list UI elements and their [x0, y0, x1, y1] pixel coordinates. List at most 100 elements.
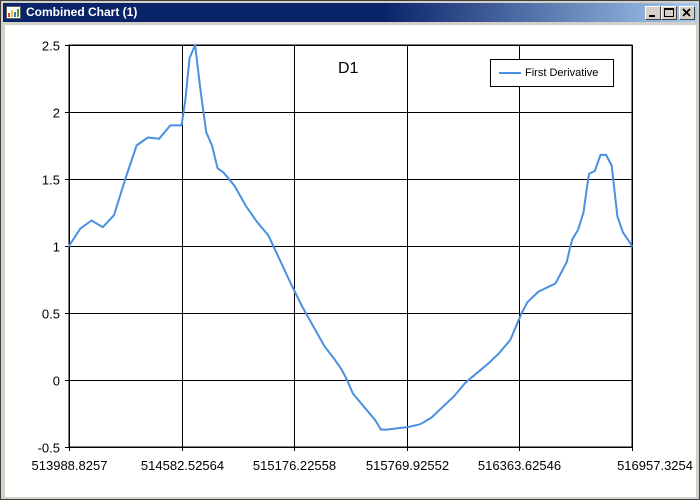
- data-point: [279, 258, 281, 260]
- data-point: [113, 214, 115, 216]
- close-icon: [682, 8, 691, 17]
- x-tick-label: 513988.8257: [32, 458, 108, 473]
- data-point: [194, 44, 196, 46]
- data-point: [588, 173, 590, 175]
- data-point: [487, 363, 489, 365]
- legend: First Derivative: [490, 59, 614, 87]
- legend-label: First Derivative: [525, 67, 599, 79]
- data-point: [532, 296, 534, 298]
- series-line-first-derivative: [68, 44, 633, 431]
- y-tick-label: 1.5: [42, 173, 60, 188]
- data-point: [346, 379, 348, 381]
- data-point: [464, 382, 466, 384]
- data-point: [453, 395, 455, 397]
- data-point: [380, 429, 382, 431]
- data-point: [431, 417, 433, 419]
- minimize-icon: [649, 15, 655, 17]
- y-tick-label: 1: [53, 240, 60, 255]
- maximize-icon: [664, 8, 674, 17]
- data-point: [476, 372, 478, 374]
- data-point: [549, 285, 551, 287]
- data-point: [267, 234, 269, 236]
- data-point: [386, 429, 388, 431]
- title-bar[interactable]: Combined Chart (1): [3, 3, 697, 22]
- data-point: [200, 91, 202, 93]
- x-tick-label: 514582.52564: [141, 458, 224, 473]
- data-point: [79, 228, 81, 230]
- data-point: [211, 145, 213, 147]
- data-point: [217, 167, 219, 169]
- chart-area: 2.5 2 1.5 1 0.5 0 -0.5 513988.8257 514582.52564 5…: [5, 25, 696, 497]
- data-point: [397, 427, 399, 429]
- data-point: [543, 288, 545, 290]
- data-point: [147, 137, 149, 139]
- data-point: [631, 245, 633, 247]
- data-point: [189, 57, 191, 59]
- legend-swatch: [499, 72, 521, 74]
- maximize-button[interactable]: [661, 6, 677, 20]
- data-point: [234, 185, 236, 187]
- data-point: [256, 221, 258, 223]
- data-point: [521, 312, 523, 314]
- y-tick-label: 2.5: [42, 39, 60, 54]
- data-point: [352, 392, 354, 394]
- data-point: [222, 171, 224, 173]
- line-chart: 2.5 2 1.5 1 0.5 0 -0.5 513988.8257 514582.52564 5…: [32, 39, 693, 474]
- data-point: [571, 238, 573, 240]
- y-tick-label: 2: [53, 106, 60, 121]
- data-point: [245, 205, 247, 207]
- data-point: [560, 272, 562, 274]
- x-tick-label: 515176.22558: [253, 458, 336, 473]
- data-point: [526, 301, 528, 303]
- data-point: [158, 138, 160, 140]
- data-point: [515, 325, 517, 327]
- data-point: [569, 249, 571, 251]
- data-point: [566, 261, 568, 263]
- app-chart-icon[interactable]: [6, 5, 21, 20]
- data-point: [324, 346, 326, 348]
- y-tick-label: 0.5: [42, 307, 60, 322]
- data-point: [616, 216, 618, 218]
- data-point: [301, 305, 303, 307]
- y-tick-label: -0.5: [38, 441, 60, 456]
- x-tick-label: 516957.3254: [617, 458, 693, 473]
- data-point: [169, 124, 171, 126]
- data-point: [181, 124, 183, 126]
- chart-title: D1: [338, 60, 359, 77]
- data-point: [341, 368, 343, 370]
- minimize-button[interactable]: [645, 6, 661, 20]
- data-point: [577, 229, 579, 231]
- data-point: [91, 220, 93, 222]
- data-point: [205, 131, 207, 133]
- close-button[interactable]: [679, 6, 695, 20]
- data-point: [622, 232, 624, 234]
- data-point: [136, 145, 138, 147]
- data-point: [175, 124, 177, 126]
- data-point: [102, 226, 104, 228]
- data-point: [628, 240, 630, 242]
- data-point: [498, 352, 500, 354]
- window-title: Combined Chart (1): [26, 5, 138, 19]
- data-point: [332, 356, 334, 358]
- data-point: [554, 283, 556, 285]
- data-point: [583, 212, 585, 214]
- x-tick-label: 516363.62546: [478, 458, 561, 473]
- data-point: [586, 185, 588, 187]
- data-point: [509, 339, 511, 341]
- y-tick-label: 0: [53, 374, 60, 389]
- data-point: [290, 283, 292, 285]
- data-point: [185, 98, 187, 100]
- data-point: [605, 154, 607, 156]
- data-point: [363, 406, 365, 408]
- data-point: [594, 170, 596, 172]
- data-point: [600, 154, 602, 156]
- data-point: [538, 291, 540, 293]
- data-point: [611, 165, 613, 167]
- data-point: [68, 245, 70, 247]
- data-point: [312, 325, 314, 327]
- data-point: [124, 178, 126, 180]
- data-point: [408, 426, 410, 428]
- x-tick-label: 515769.92552: [366, 458, 449, 473]
- data-point: [374, 419, 376, 421]
